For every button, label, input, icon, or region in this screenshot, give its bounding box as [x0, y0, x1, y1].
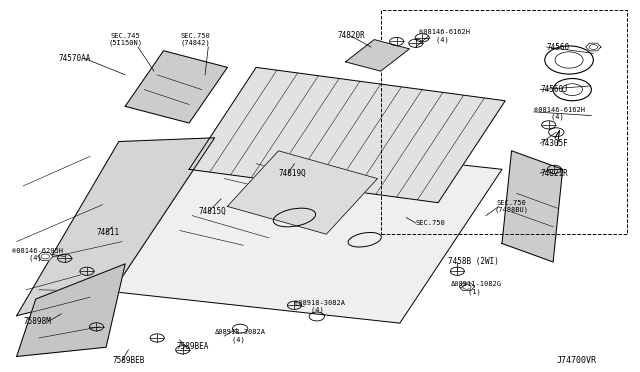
Text: 74815Q: 74815Q: [198, 208, 227, 217]
Text: SEC.750: SEC.750: [416, 220, 445, 226]
Text: ®08918-3082A
    (4): ®08918-3082A (4): [294, 300, 346, 313]
Text: SEC.745
(5I150N): SEC.745 (5I150N): [108, 33, 142, 46]
Polygon shape: [113, 138, 502, 323]
Polygon shape: [17, 138, 214, 316]
Polygon shape: [586, 43, 601, 51]
Text: 7458B (2WI): 7458B (2WI): [448, 257, 499, 266]
Text: 7589BEA: 7589BEA: [176, 341, 209, 350]
Text: 74820R: 74820R: [337, 31, 365, 41]
Text: SEC.750
(74842): SEC.750 (74842): [180, 33, 211, 46]
Text: J74700VR: J74700VR: [556, 356, 596, 365]
Text: 74560J: 74560J: [540, 85, 568, 94]
Text: 75898M: 75898M: [23, 317, 51, 326]
Text: ®08146-6205H
    (4): ®08146-6205H (4): [12, 248, 63, 261]
Polygon shape: [227, 151, 378, 234]
Polygon shape: [502, 151, 563, 262]
Polygon shape: [189, 67, 505, 203]
Text: 74811: 74811: [97, 228, 120, 237]
Polygon shape: [125, 51, 227, 123]
Text: ®08146-6162H
    (4): ®08146-6162H (4): [419, 29, 470, 43]
Polygon shape: [346, 39, 410, 71]
Text: 74821R: 74821R: [540, 169, 568, 177]
Polygon shape: [38, 253, 53, 260]
Text: SEC.750
(7488BU): SEC.750 (7488BU): [495, 200, 529, 213]
Text: 74570AA: 74570AA: [58, 54, 90, 62]
Text: 74560: 74560: [547, 42, 570, 51]
Text: 74305F: 74305F: [540, 139, 568, 148]
Polygon shape: [460, 283, 474, 291]
Text: Δ08918-3082A
    (4): Δ08918-3082A (4): [214, 329, 266, 343]
Polygon shape: [17, 264, 125, 356]
Text: 74819Q: 74819Q: [278, 169, 307, 177]
Text: Δ08911-1082G
    (1): Δ08911-1082G (1): [451, 281, 502, 295]
Text: ®08146-6162H
    (4): ®08146-6162H (4): [534, 107, 585, 121]
Text: 7589BEB: 7589BEB: [113, 356, 145, 365]
